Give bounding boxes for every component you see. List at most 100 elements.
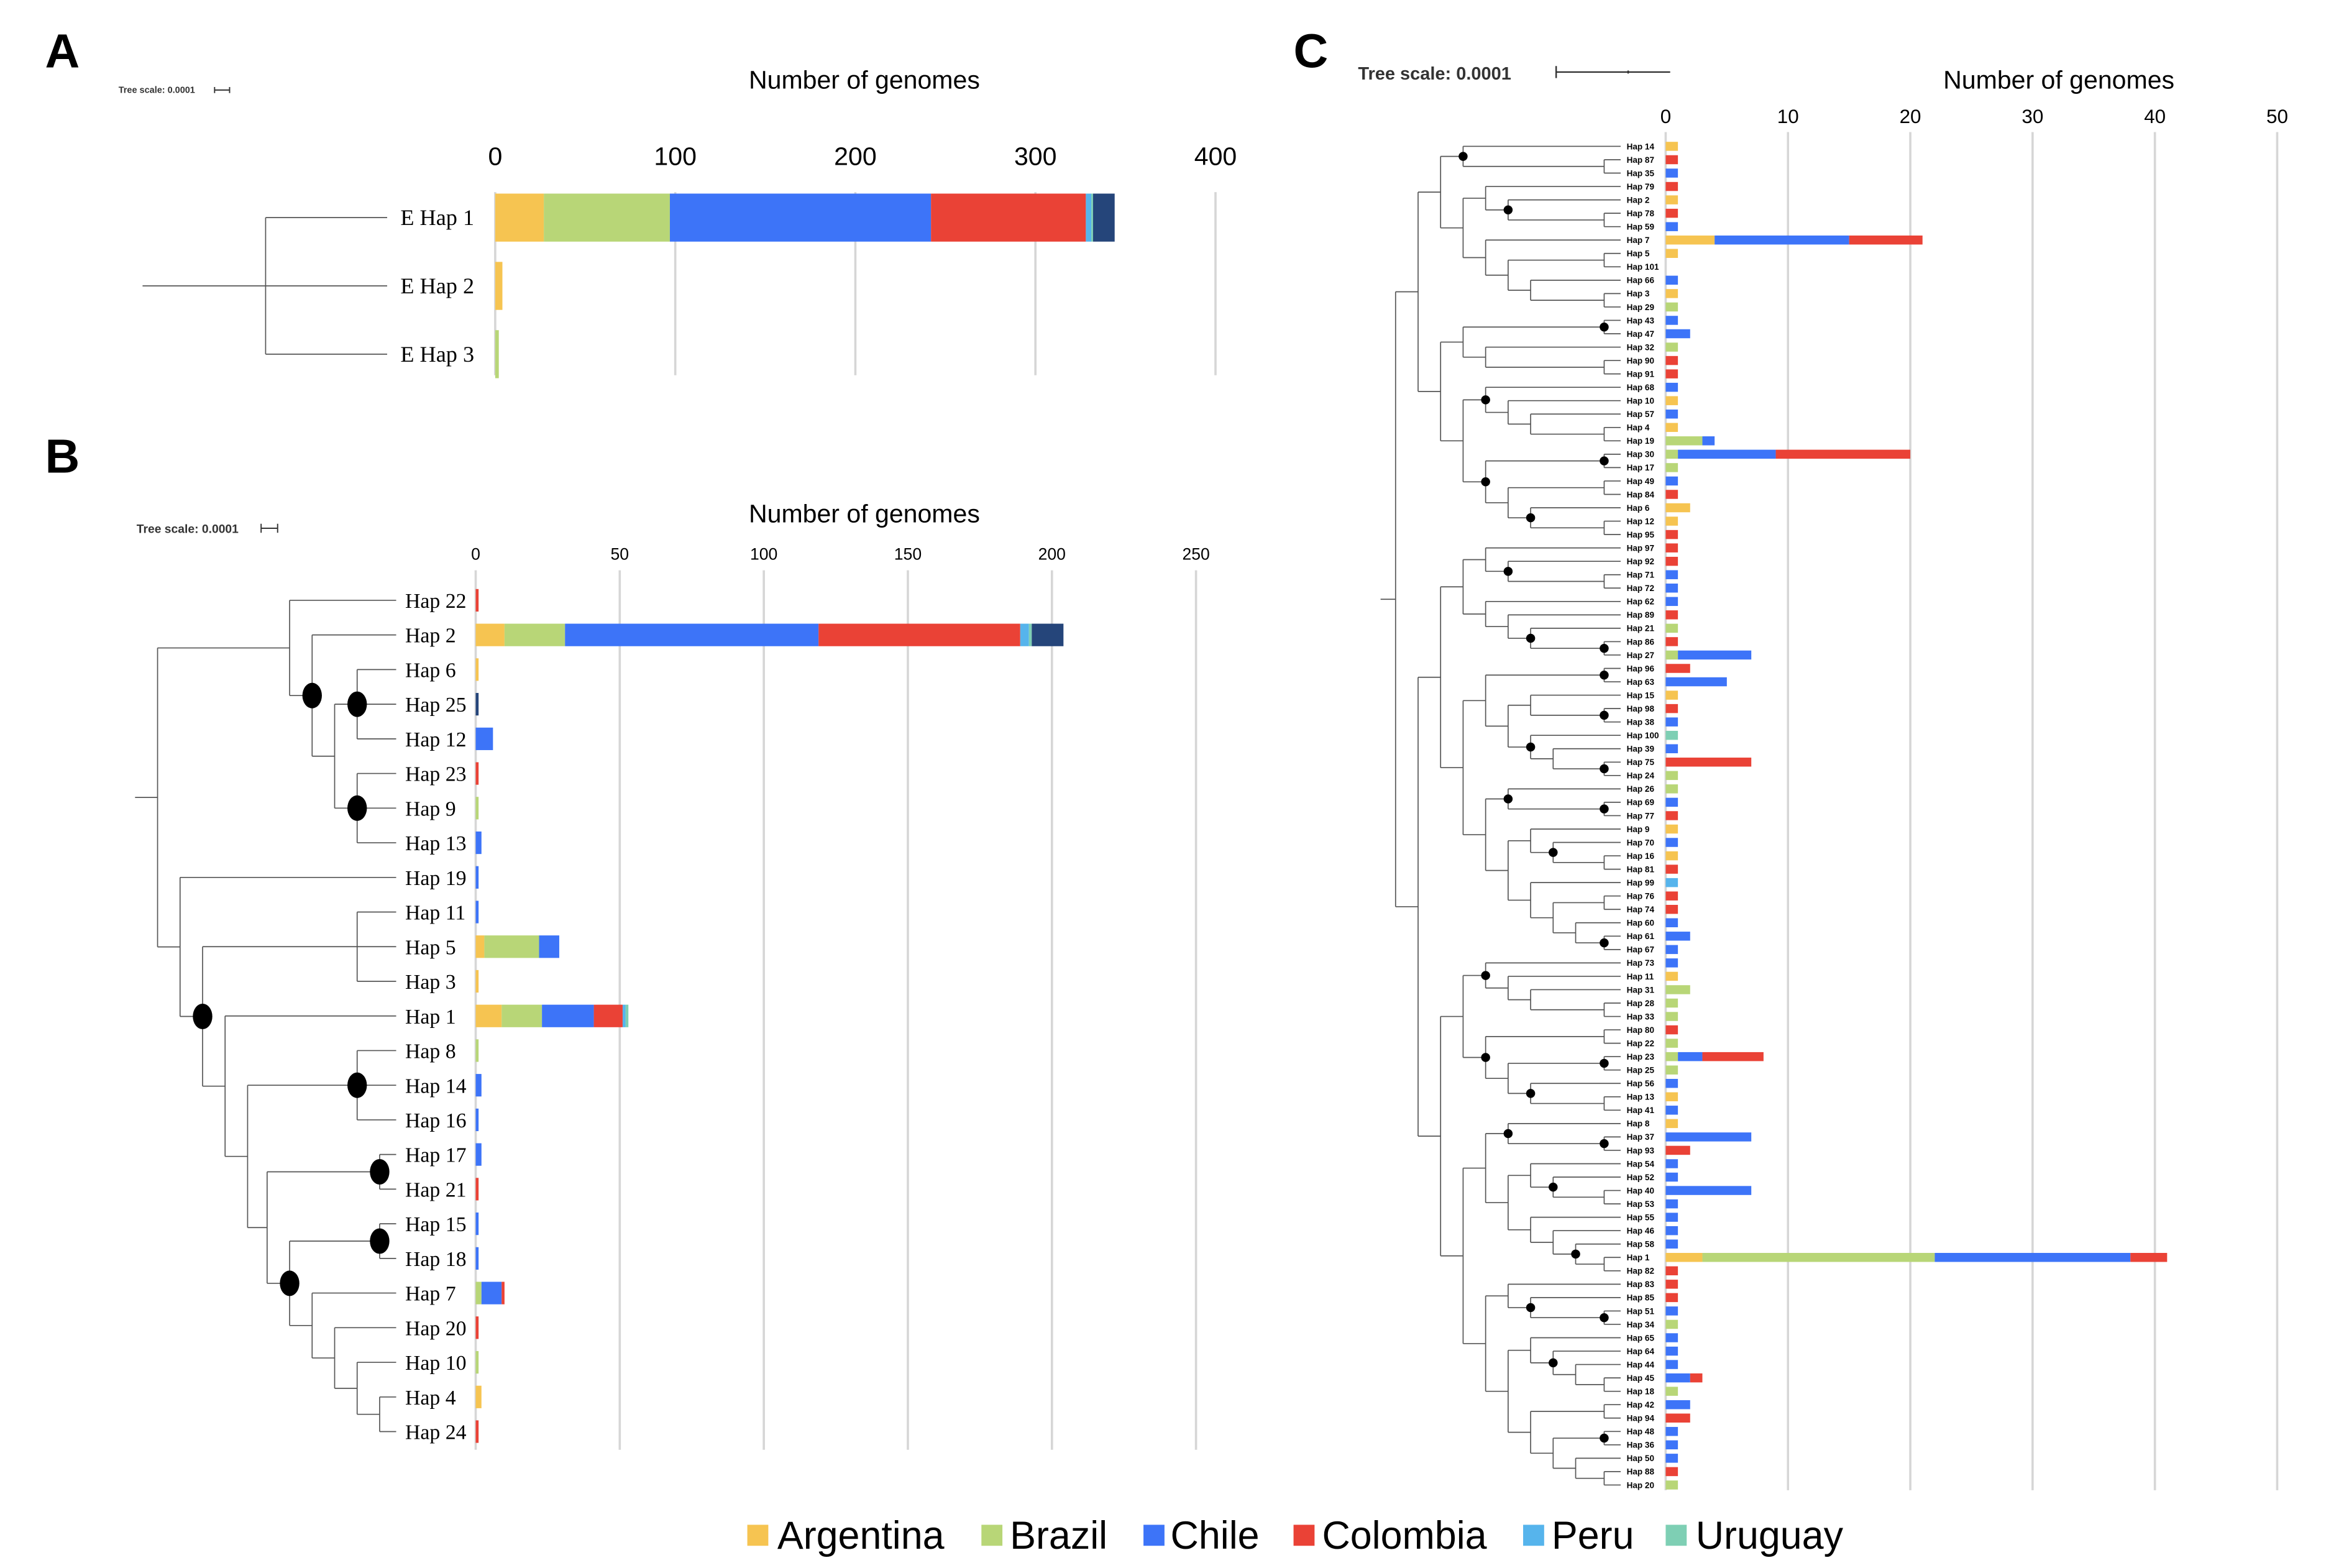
haplotype-label: Hap 1 (405, 1006, 456, 1029)
bar-segment-colombia (1665, 864, 1678, 874)
bar-segment-argentina (1665, 1253, 1703, 1262)
haplotype-label: Hap 70 (1627, 838, 1654, 847)
bar-segment-chile (1665, 1360, 1678, 1369)
bar-segment-brazil (1665, 1052, 1678, 1061)
bar-segment-colombia (1665, 637, 1678, 646)
haplotype-label: Hap 15 (1627, 690, 1655, 700)
haplotype-label: Hap 80 (1627, 1025, 1654, 1035)
bar-segment-chile (1665, 1306, 1678, 1316)
bar-segment-brazil (484, 935, 539, 958)
bar-segment-chile (1665, 717, 1678, 727)
haplotype-label: Hap 64 (1627, 1347, 1655, 1356)
bar-segment-chile (1665, 382, 1678, 392)
bar-segment-chile (565, 623, 819, 646)
bar-segment-colombia (1665, 208, 1678, 218)
haplotype-label: Hap 49 (1627, 477, 1655, 486)
haplotype-label: Hap 51 (1627, 1306, 1655, 1316)
haplotype-label: Hap 62 (1627, 597, 1654, 607)
bar-segment-uruguay (1028, 623, 1032, 646)
haplotype-label: Hap 19 (1627, 436, 1655, 446)
bar-segment-colombia (475, 1178, 479, 1201)
node-support-dot (1549, 1182, 1558, 1192)
x-tick-label: 0 (488, 142, 502, 171)
haplotype-label: Hap 17 (405, 1144, 467, 1167)
haplotype-label: Hap 71 (1627, 571, 1655, 580)
node-support-dot (280, 1270, 300, 1296)
node-support-dot (1600, 764, 1609, 774)
haplotype-label: Hap 76 (1627, 892, 1655, 901)
haplotype-label: Hap 40 (1627, 1186, 1654, 1195)
bar-segment-argentina (1665, 195, 1678, 204)
bar-segment-colombia (1849, 235, 1923, 245)
bar-segment-chile (1665, 1333, 1678, 1342)
node-support-dot (1526, 1303, 1536, 1313)
haplotype-label: Hap 90 (1627, 356, 1654, 365)
haplotype-label: Hap 13 (405, 832, 467, 855)
bar-segment-argentina (1665, 235, 1715, 245)
tree-scale-label-a: Tree scale: 0.0001 (119, 86, 195, 96)
bar-segment-argentina (1665, 1092, 1678, 1102)
node-support-dot (1481, 971, 1490, 980)
bar-segment-argentina (1665, 1119, 1678, 1129)
haplotype-label: Hap 18 (405, 1248, 467, 1271)
bar-segment-colombia (2130, 1253, 2168, 1262)
haplotype-label: Hap 91 (1627, 369, 1655, 378)
bar-segment-chile (1678, 650, 1752, 660)
node-support-dot (1600, 671, 1609, 680)
haplotype-label: Hap 94 (1627, 1414, 1655, 1423)
node-support-dot (1600, 322, 1609, 332)
bar-segment-chile (475, 1143, 482, 1166)
bar-segment-chile (1935, 1253, 2131, 1262)
haplotype-label: Hap 99 (1627, 878, 1655, 887)
bar-segment-chile (1665, 1373, 1690, 1383)
bar-segment-brazil (1665, 623, 1678, 633)
haplotype-label: E Hap 1 (400, 205, 474, 230)
haplotype-label: Hap 20 (1627, 1480, 1654, 1490)
bar-segment-argentina (495, 262, 503, 310)
bar-segment-colombia (1665, 490, 1678, 499)
bar-segment-chile (1665, 932, 1690, 941)
haplotype-label: Hap 58 (1627, 1240, 1655, 1249)
bar-segment-chile (1665, 1454, 1678, 1463)
bar-segment-chile (1665, 1427, 1678, 1436)
bar-segment-colombia (1665, 704, 1678, 713)
node-support-dot (1503, 794, 1513, 804)
bar-segment-colombia (1665, 155, 1678, 165)
bar-segment-chile (1665, 918, 1678, 928)
haplotype-label: Hap 23 (1627, 1052, 1655, 1061)
tree-a (142, 217, 388, 355)
tree-c (1380, 145, 1621, 1486)
node-support-dot (1458, 152, 1468, 161)
bar-segment-chile (1665, 958, 1678, 968)
bar-segment-argentina (1665, 503, 1690, 513)
legend-swatch-peru (1523, 1524, 1544, 1546)
node-support-dot (1600, 804, 1609, 814)
haplotype-label: Hap 42 (1627, 1400, 1654, 1410)
bar-segment-chile (1702, 436, 1715, 446)
bar-segment-brazil (475, 1039, 479, 1062)
bar-segment-chile (475, 1108, 479, 1132)
bar-segment-argentina (1665, 516, 1678, 526)
bar-segment-argentina (475, 658, 479, 681)
haplotype-label: Hap 88 (1627, 1467, 1655, 1477)
x-tick-label: 150 (894, 545, 922, 564)
bar-segment-colombia (501, 1281, 505, 1304)
node-support-dot (1481, 395, 1490, 405)
bar-segment-chile (475, 727, 493, 750)
bar-segment-colombia (1665, 181, 1678, 191)
node-support-dot (1526, 513, 1536, 523)
haplotype-label: Hap 17 (1627, 463, 1654, 472)
haplotype-label: Hap 16 (1627, 851, 1655, 861)
x-tick-label: 100 (654, 142, 697, 171)
bar-segment-chile (1665, 476, 1678, 486)
haplotype-label: Hap 98 (1627, 704, 1655, 713)
node-support-dot (347, 795, 367, 821)
haplotype-label: Hap 13 (1627, 1093, 1655, 1102)
bar-segment-argentina (475, 623, 505, 646)
bar-segment-brazil (1665, 650, 1678, 660)
haplotype-label: Hap 3 (1627, 289, 1650, 298)
haplotype-label: Hap 53 (1627, 1199, 1655, 1209)
bar-segment-chile (1665, 1159, 1678, 1168)
chart-c: 0 10 20 30 40 50 Hap 14 Hap 87 Hap 35 Hap 79 Hap 2… (1627, 106, 2288, 1490)
haplotype-label: Hap 48 (1627, 1427, 1655, 1436)
